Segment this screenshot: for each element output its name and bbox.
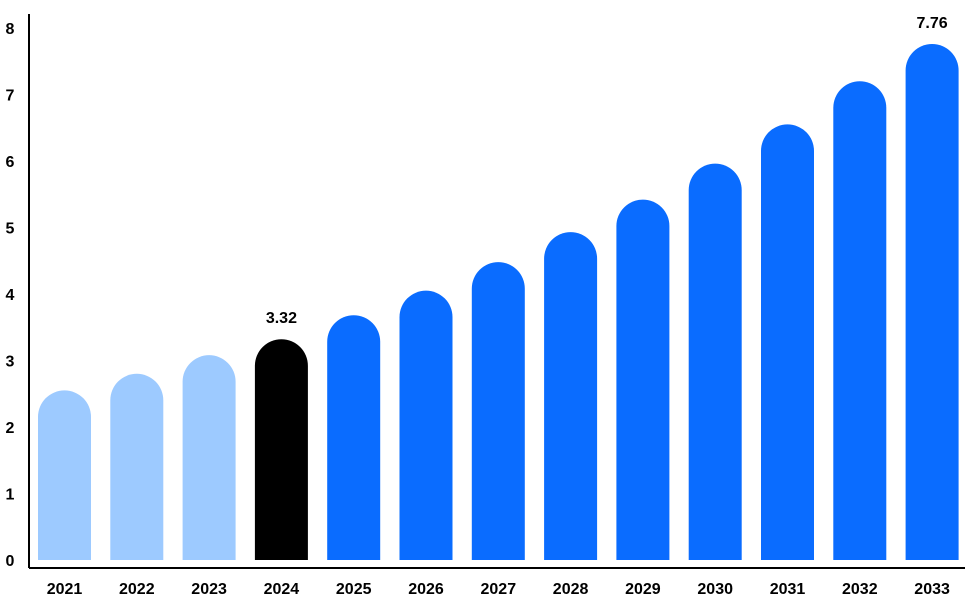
y-tick-label: 4 <box>6 287 15 304</box>
data-label-2024: 3.32 <box>266 310 297 327</box>
y-tick-label: 5 <box>6 221 15 238</box>
y-tick-label: 1 <box>6 487 15 504</box>
bar-2022 <box>110 373 164 560</box>
bar-2025 <box>327 315 381 560</box>
y-tick-label: 8 <box>6 21 15 38</box>
data-labels-group: 3.32 7.76 <box>266 15 948 327</box>
x-tick-label-2023: 2023 <box>191 581 227 598</box>
bar-2033 <box>905 43 959 560</box>
bar-2026 <box>399 290 453 560</box>
x-tick-label-2032: 2032 <box>842 581 878 598</box>
bar-2021 <box>38 390 91 560</box>
bar-2023 <box>182 355 236 560</box>
y-tick-label: 3 <box>6 354 15 371</box>
x-tick-label-2021: 2021 <box>47 581 83 598</box>
y-tick-label: 0 <box>6 553 15 570</box>
x-tick-label-2030: 2030 <box>697 581 733 598</box>
data-label-2033: 7.76 <box>917 15 948 32</box>
y-tick-label: 6 <box>6 154 15 171</box>
y-tick-label: 7 <box>6 88 15 105</box>
bar-2028 <box>544 232 598 560</box>
bar-2031 <box>761 124 814 560</box>
bars-group <box>38 43 959 561</box>
x-tick-label-2027: 2027 <box>481 581 517 598</box>
y-axis-ticks: 0 1 2 3 4 5 6 7 8 <box>6 21 15 570</box>
x-tick-label-2029: 2029 <box>625 581 661 598</box>
x-tick-label-2033: 2033 <box>914 581 950 598</box>
bar-2027 <box>471 262 525 560</box>
bar-2024 <box>254 339 308 560</box>
bar-2030 <box>688 163 742 560</box>
x-tick-label-2031: 2031 <box>770 581 806 598</box>
x-tick-label-2024: 2024 <box>264 581 300 598</box>
x-tick-label-2025: 2025 <box>336 581 372 598</box>
x-axis-ticks: 2021 2022 2023 2024 2025 2026 2027 2028 2029 2030… <box>47 581 950 598</box>
y-tick-label: 2 <box>6 420 15 437</box>
bar-2029 <box>616 199 670 560</box>
x-tick-label-2028: 2028 <box>553 581 589 598</box>
bar-2032 <box>833 81 887 561</box>
x-tick-label-2022: 2022 <box>119 581 155 598</box>
x-tick-label-2026: 2026 <box>408 581 444 598</box>
